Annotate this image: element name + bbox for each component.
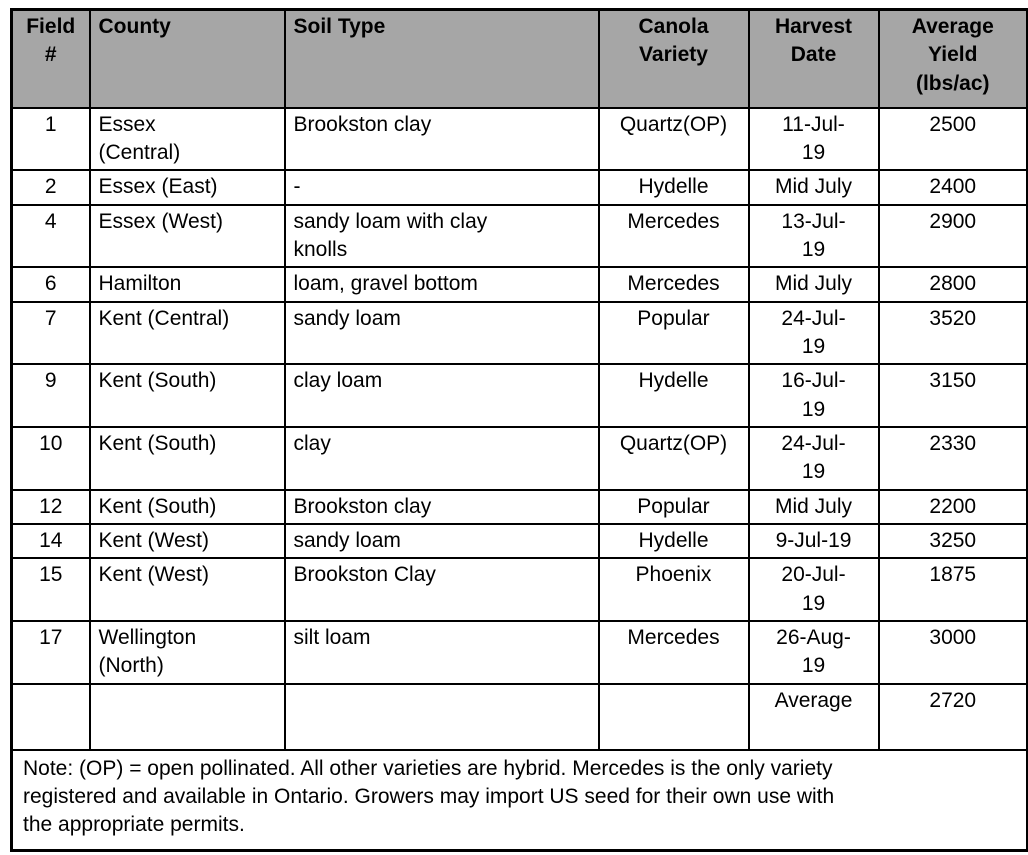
table-row: 12 Kent (South) Brookston clay Popular M… (10, 488, 1028, 525)
cell-soil-type: - (283, 169, 600, 206)
cell-canola-variety: Quartz(OP) (597, 425, 750, 491)
cell-canola-variety-empty (597, 682, 750, 751)
cell-soil-type: sandy loam (283, 522, 600, 560)
cell-soil-type: clay loam (283, 363, 600, 428)
cell-soil-type-empty (283, 682, 600, 751)
cell-average-yield: 2330 (877, 425, 1028, 491)
column-header-soil-type: Soil Type (283, 8, 600, 109)
summary-label: Average (747, 682, 880, 751)
cell-field-number: 15 (10, 557, 91, 622)
note-row: Note: (OP) = open pollinated. All other … (10, 748, 1028, 852)
cell-harvest-date: Mid July (747, 266, 880, 303)
cell-field-number-empty (10, 682, 91, 751)
cell-field-number: 1 (10, 106, 91, 172)
cell-average-yield: 1875 (877, 557, 1028, 622)
table-row: 6 Hamilton loam, gravel bottom Mercedes … (10, 266, 1028, 303)
cell-canola-variety: Mercedes (597, 203, 750, 269)
cell-harvest-date: 20-Jul- 19 (747, 557, 880, 622)
cell-canola-variety: Hydelle (597, 363, 750, 428)
summary-row: Average 2720 (10, 682, 1028, 751)
cell-county-empty (88, 682, 286, 751)
cell-field-number: 6 (10, 266, 91, 303)
cell-average-yield: 2900 (877, 203, 1028, 269)
cell-harvest-date: Mid July (747, 169, 880, 206)
cell-average-yield: 3000 (877, 620, 1028, 685)
table-row: 1 Essex (Central) Brookston clay Quartz(… (10, 106, 1028, 172)
cell-canola-variety: Phoenix (597, 557, 750, 622)
cell-soil-type: Brookston Clay (283, 557, 600, 622)
cell-harvest-date: 11-Jul- 19 (747, 106, 880, 172)
column-header-average-yield: Average Yield (lbs/ac) (877, 8, 1028, 109)
cell-soil-type: loam, gravel bottom (283, 266, 600, 303)
cell-harvest-date: 13-Jul- 19 (747, 203, 880, 269)
table-row: 7 Kent (Central) sandy loam Popular 24-J… (10, 300, 1028, 366)
cell-canola-variety: Popular (597, 300, 750, 366)
header-row: Field # County Soil Type Canola Variety … (10, 8, 1028, 109)
table-row: 4 Essex (West) sandy loam with clay knol… (10, 203, 1028, 269)
cell-harvest-date: 9-Jul-19 (747, 522, 880, 560)
cell-county: Kent (Central) (88, 300, 286, 366)
column-header-canola-variety: Canola Variety (597, 8, 750, 109)
cell-harvest-date: 24-Jul- 19 (747, 425, 880, 491)
cell-county: Kent (South) (88, 363, 286, 428)
cell-county: Kent (South) (88, 488, 286, 525)
column-header-county: County (88, 8, 286, 109)
cell-field-number: 12 (10, 488, 91, 525)
column-header-harvest-date: Harvest Date (747, 8, 880, 109)
cell-average-yield: 3520 (877, 300, 1028, 366)
cell-average-yield: 3150 (877, 363, 1028, 428)
cell-canola-variety: Hydelle (597, 522, 750, 560)
cell-canola-variety: Mercedes (597, 266, 750, 303)
cell-field-number: 17 (10, 620, 91, 685)
table-row: 2 Essex (East) - Hydelle Mid July 2400 (10, 169, 1028, 206)
table-row: 14 Kent (West) sandy loam Hydelle 9-Jul-… (10, 522, 1028, 560)
cell-average-yield: 2500 (877, 106, 1028, 172)
table-note: Note: (OP) = open pollinated. All other … (10, 748, 1028, 852)
cell-soil-type: Brookston clay (283, 106, 600, 172)
cell-soil-type: sandy loam (283, 300, 600, 366)
cell-soil-type: clay (283, 425, 600, 491)
cell-county: Essex (Central) (88, 106, 286, 172)
cell-county: Wellington (North) (88, 620, 286, 685)
cell-harvest-date: 26-Aug- 19 (747, 620, 880, 685)
cell-harvest-date: 16-Jul- 19 (747, 363, 880, 428)
cell-county: Kent (West) (88, 522, 286, 560)
cell-average-yield: 2200 (877, 488, 1028, 525)
table-row: 15 Kent (West) Brookston Clay Phoenix 20… (10, 557, 1028, 622)
summary-average-yield: 2720 (877, 682, 1028, 751)
table-row: 9 Kent (South) clay loam Hydelle 16-Jul-… (10, 363, 1028, 428)
column-header-field-number: Field # (10, 8, 91, 109)
cell-canola-variety: Hydelle (597, 169, 750, 206)
cell-field-number: 7 (10, 300, 91, 366)
cell-field-number: 10 (10, 425, 91, 491)
cell-soil-type: silt loam (283, 620, 600, 685)
cell-average-yield: 2400 (877, 169, 1028, 206)
cell-county: Kent (South) (88, 425, 286, 491)
table-row: 17 Wellington (North) silt loam Mercedes… (10, 620, 1028, 685)
table-row: 10 Kent (South) clay Quartz(OP) 24-Jul- … (10, 425, 1028, 491)
cell-soil-type: sandy loam with clay knolls (283, 203, 600, 269)
cell-canola-variety: Mercedes (597, 620, 750, 685)
cell-harvest-date: 24-Jul- 19 (747, 300, 880, 366)
cell-county: Kent (West) (88, 557, 286, 622)
cell-soil-type: Brookston clay (283, 488, 600, 525)
cell-county: Essex (East) (88, 169, 286, 206)
cell-average-yield: 3250 (877, 522, 1028, 560)
cell-county: Essex (West) (88, 203, 286, 269)
canola-trial-table: Field # County Soil Type Canola Variety … (10, 8, 1028, 853)
cell-harvest-date: Mid July (747, 488, 880, 525)
cell-canola-variety: Quartz(OP) (597, 106, 750, 172)
cell-canola-variety: Popular (597, 488, 750, 525)
cell-field-number: 14 (10, 522, 91, 560)
cell-field-number: 4 (10, 203, 91, 269)
cell-county: Hamilton (88, 266, 286, 303)
cell-field-number: 2 (10, 169, 91, 206)
cell-field-number: 9 (10, 363, 91, 428)
cell-average-yield: 2800 (877, 266, 1028, 303)
